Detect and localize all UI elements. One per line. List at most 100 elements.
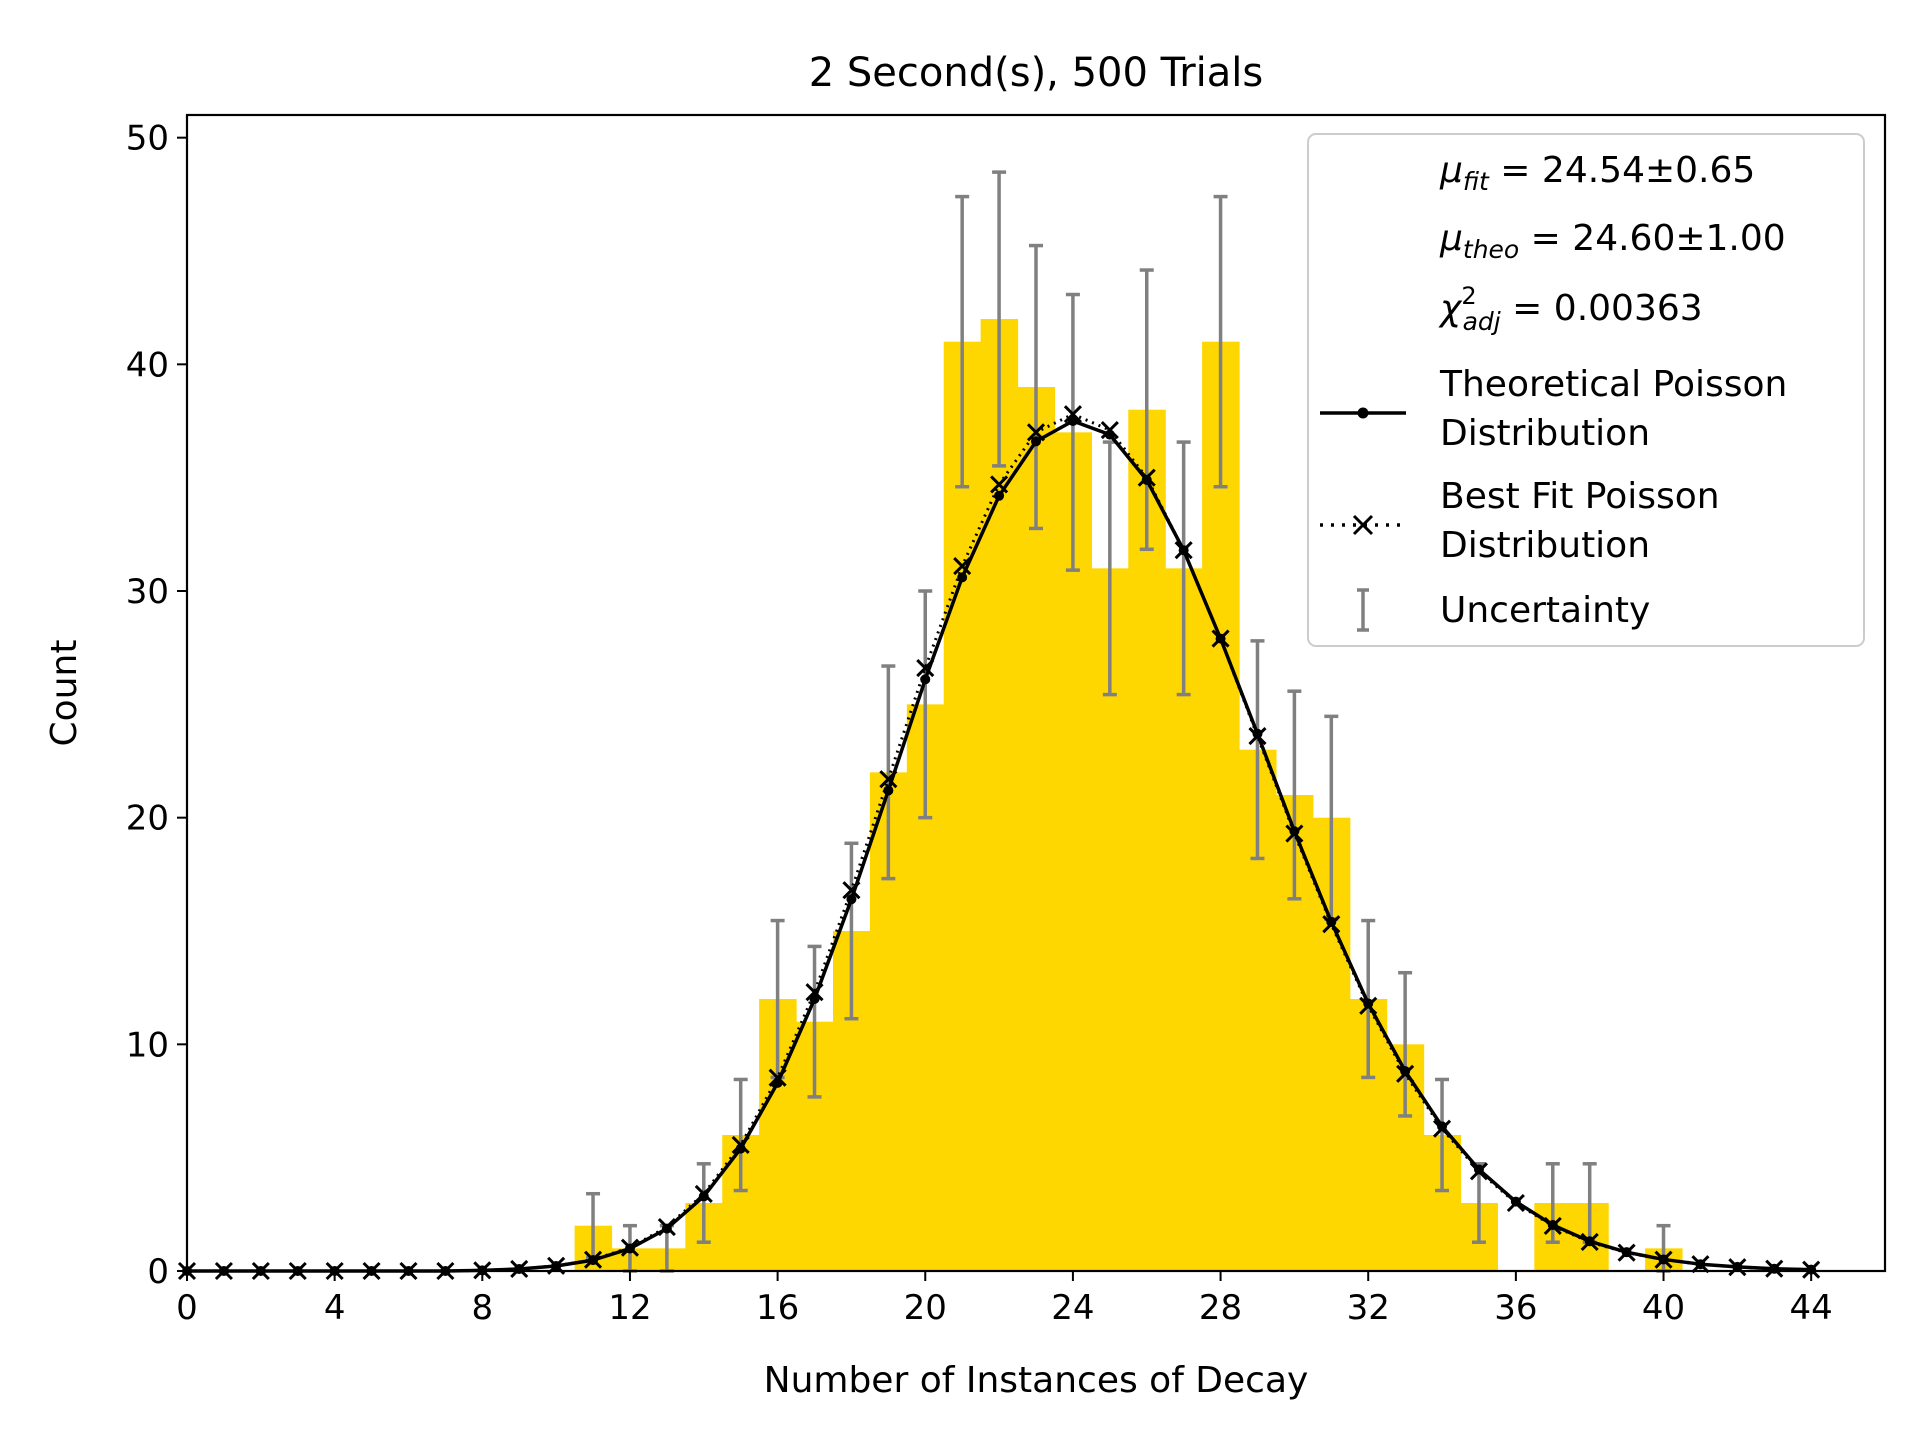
y-tick-label: 0 [147,1252,169,1292]
best-fit-point [842,881,861,900]
y-tick-label: 20 [126,799,169,839]
error-bar [1176,440,1191,697]
error-bar [992,170,1007,468]
x-tick-label: 0 [176,1288,198,1328]
best-fit-point [1063,405,1082,424]
best-fit-point [916,659,935,678]
best-fit-point [1728,1258,1747,1277]
best-fit-point [657,1217,676,1237]
legend-chi-squared: χ2 adj = 0.00363 [1438,282,1703,336]
error-bar [844,841,859,1021]
best-fit-point [1580,1232,1599,1252]
best-fit-point [1248,727,1267,746]
error-bar [881,664,896,881]
best-fit-point [1802,1260,1821,1279]
error-bar [696,1162,711,1244]
x-tick-label: 16 [756,1288,799,1328]
legend-theoretical-label-1: Theoretical Poisson [1439,364,1787,405]
error-bar [1029,243,1043,531]
x-tick-label: 28 [1199,1288,1242,1328]
best-fit-point [990,475,1009,494]
legend-best-fit-marker-icon [1352,514,1374,536]
best-fit-point [805,983,824,1002]
legend-box [1307,133,1865,647]
best-fit-point [1432,1119,1452,1138]
legend-best-fit-label-1: Best Fit Poisson [1440,476,1720,517]
error-bar [918,589,933,820]
theoretical-point [698,1191,709,1202]
y-tick-label: 40 [126,345,169,385]
best-fit-point [1285,824,1304,843]
x-tick-label: 8 [471,1288,493,1328]
best-fit-point [583,1250,603,1269]
best-fit-point [1617,1243,1636,1262]
x-tick-label: 32 [1347,1288,1390,1328]
theoretical-point [1437,1121,1448,1132]
legend-theoretical-label-2: Distribution [1440,413,1650,454]
best-fit-point [1174,541,1193,560]
best-fit-point [768,1068,787,1087]
error-bar [1213,194,1228,489]
x-axis-ticks: 0 4 8 12 16 20 24 28 32 36 40 44 [176,1271,1833,1328]
best-fit-point [1543,1216,1562,1235]
x-tick-label: 44 [1790,1288,1833,1328]
best-fit-point [1137,468,1156,487]
best-fit-point [694,1184,713,1203]
legend-uncertainty-label: Uncertainty [1440,590,1650,631]
theoretical-point [846,894,857,905]
histogram-bar [1054,432,1092,1271]
best-fit-point [1765,1259,1784,1278]
error-bar [955,194,970,489]
error-bar [1250,639,1265,861]
best-fit-point [731,1135,750,1155]
best-fit-point [510,1259,529,1279]
y-tick-label: 50 [126,119,169,159]
error-bar [1398,970,1413,1118]
best-fit-point [879,770,898,789]
x-tick-label: 4 [324,1288,346,1328]
best-fit-point [1396,1064,1415,1083]
best-fit-point [1100,421,1119,440]
error-bar [1287,689,1302,901]
histogram-bar [1202,341,1240,1272]
x-tick-label: 24 [1051,1288,1094,1328]
theoretical-point [1031,436,1041,447]
histogram-bar [1128,409,1166,1272]
best-fit-point [1469,1162,1489,1181]
chart-title: 2 Second(s), 500 Trials [809,50,1264,96]
theoretical-point [920,674,931,685]
x-tick-label: 12 [608,1288,651,1328]
legend-mu-theo: μtheo = 24.60±1.00 [1439,218,1786,264]
y-axis-label: Count [44,640,85,747]
theoretical-point [883,785,894,796]
y-tick-label: 30 [126,572,169,612]
error-bar [1435,1077,1450,1193]
error-bar [807,944,822,1099]
best-fit-point [1322,915,1341,934]
best-fit-point [1359,996,1378,1015]
histogram-bar [943,341,982,1272]
histogram-bars [574,319,1683,1272]
theoretical-point [957,572,968,583]
x-tick-label: 40 [1642,1288,1685,1328]
x-tick-label: 36 [1494,1288,1537,1328]
best-fit-point [1211,629,1230,648]
theoretical-point [1363,998,1374,1009]
error-bar [733,1077,748,1193]
legend: μfit = 24.54±0.65 μtheo = 24.60±1.00 χ2 a… [1307,133,1865,647]
legend-mu-fit: μfit = 24.54±0.65 [1439,150,1755,196]
best-fit-point [620,1238,640,1257]
theoretical-point [994,490,1005,501]
x-tick-label: 20 [904,1288,947,1328]
plot-frame [185,113,1887,1273]
legend-uncertainty-icon [1357,588,1369,632]
error-bar [1139,268,1154,552]
best-fit-point [1691,1255,1710,1274]
y-tick-label: 10 [126,1025,169,1065]
legend-best-fit-label-2: Distribution [1440,525,1650,566]
legend-theoretical-marker-icon [1357,407,1369,419]
histogram-bar [1017,387,1056,1271]
error-bar [1065,292,1080,572]
best-fit-point [1026,423,1046,442]
